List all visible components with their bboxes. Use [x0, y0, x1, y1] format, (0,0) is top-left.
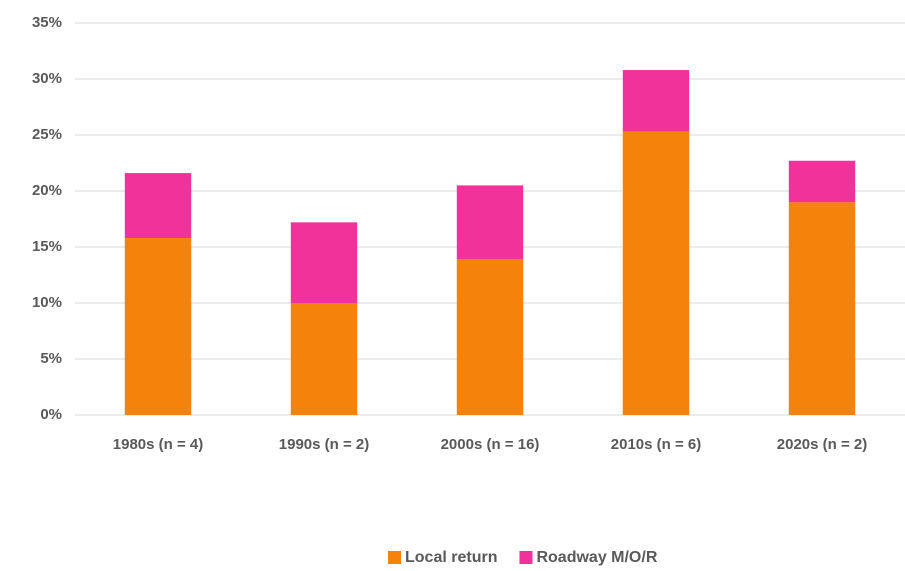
- bar-segment: [456, 259, 524, 415]
- x-tick-label: 1980s (n = 4): [112, 436, 204, 453]
- bar-segment: [622, 131, 690, 415]
- bar-segment: [622, 70, 690, 132]
- legend-label: Local return: [405, 549, 497, 566]
- legend-swatch: [519, 551, 533, 564]
- y-tick-label: 30%: [32, 70, 62, 87]
- y-tick-label: 35%: [32, 14, 62, 31]
- legend-swatch: [388, 551, 401, 564]
- y-tick-label: 5%: [40, 350, 62, 367]
- bar-segment: [788, 160, 856, 203]
- x-tick-label: 2000s (n = 16): [440, 436, 540, 453]
- bar-segment: [124, 238, 192, 415]
- y-tick-label: 25%: [32, 126, 62, 143]
- x-tick-label: 2020s (n = 2): [776, 436, 868, 453]
- bar-segment: [290, 222, 358, 303]
- bar-segment: [456, 185, 524, 260]
- y-tick-label: 20%: [32, 182, 62, 199]
- y-tick-label: 15%: [32, 238, 62, 255]
- y-tick-label: 10%: [32, 294, 62, 311]
- y-tick-label: 0%: [40, 406, 62, 423]
- bar-segment: [124, 173, 192, 239]
- bar-segment: [290, 303, 358, 415]
- bar-segment: [788, 202, 856, 415]
- x-tick-label: 1990s (n = 2): [278, 436, 370, 453]
- legend-label: Roadway M/O/R: [536, 549, 657, 566]
- x-tick-label: 2010s (n = 6): [610, 436, 702, 453]
